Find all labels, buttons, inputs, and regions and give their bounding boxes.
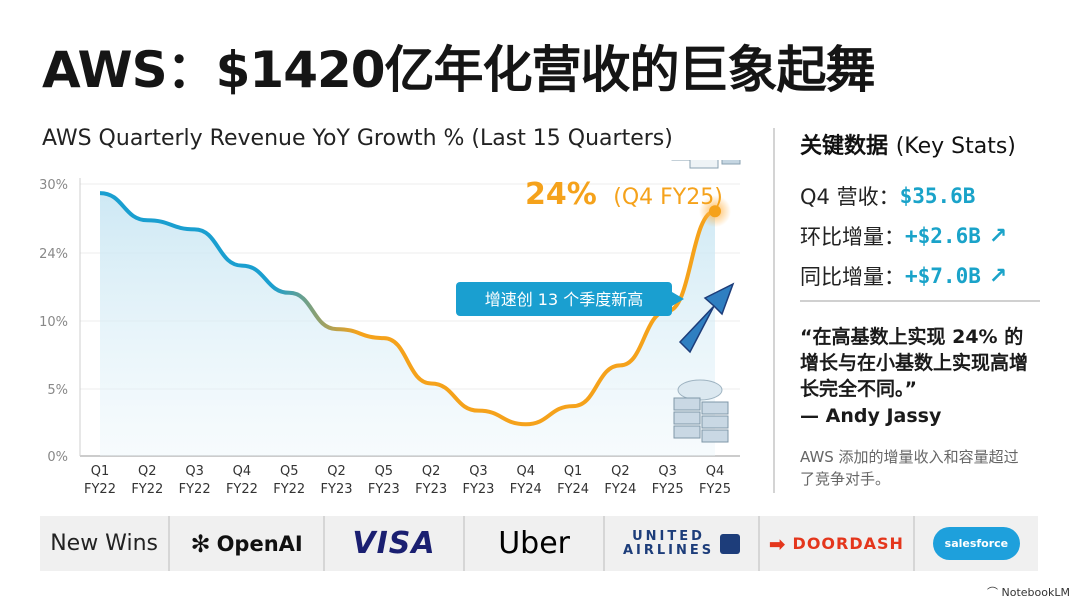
- openai-logo-text: OpenAI: [216, 531, 303, 556]
- visa-logo: VISA: [325, 516, 466, 571]
- x-tick-label: Q2 FY23: [415, 464, 447, 497]
- united-line2: AIRLINES: [622, 542, 715, 558]
- globe-icon: [720, 533, 741, 554]
- vertical-divider: [773, 128, 775, 493]
- x-tick-label: Q1 FY22: [84, 464, 116, 497]
- data-point: [666, 309, 670, 313]
- x-tick-label: Q4 FY24: [510, 464, 542, 497]
- page-title: AWS：$1420亿年化营收的巨象起舞: [42, 41, 876, 99]
- openai-knot-icon: ✻: [190, 529, 211, 558]
- area-fill: [100, 193, 715, 457]
- x-tick-label: Q5 FY22: [273, 464, 305, 497]
- x-tick-label: Q4 FY25: [699, 464, 731, 497]
- server-stack-icon: [673, 379, 729, 443]
- data-point: [571, 404, 575, 408]
- stat-label: 同比增量：: [800, 265, 905, 289]
- key-stats-heading-en: (Key Stats): [895, 134, 1016, 159]
- growth-arrow-icon: [678, 282, 735, 354]
- salesforce-logo: salesforce: [915, 516, 1038, 571]
- united-airlines-logo: UNITED AIRLINES: [605, 516, 760, 571]
- data-point: [335, 327, 339, 331]
- doordash-logo-text: DOORDASH: [792, 534, 904, 553]
- doordash-dash-icon: ➡: [768, 531, 787, 556]
- y-tick-label: 5%: [47, 383, 68, 398]
- data-point: [287, 291, 291, 295]
- new-wins-label: New Wins: [40, 516, 171, 571]
- x-tick-label: Q5 FY23: [368, 464, 400, 497]
- quote-author: — Andy Jassy: [800, 405, 942, 427]
- notebooklm-icon: ⌒: [987, 586, 999, 599]
- stat-value: +$2.6B: [905, 224, 981, 248]
- up-arrow-icon: ↗: [988, 223, 1008, 249]
- stat-value: $35.6B: [899, 184, 976, 208]
- key-stats-heading: 关键数据 (Key Stats): [800, 128, 1050, 160]
- data-point: [240, 264, 244, 268]
- key-stats-heading-cn: 关键数据: [800, 134, 889, 159]
- x-tick-label: Q2 FY24: [604, 464, 636, 497]
- data-point: [618, 363, 622, 367]
- x-tick-label: Q3 FY23: [462, 464, 494, 497]
- highlight-point: [709, 205, 721, 218]
- data-point: [429, 381, 433, 385]
- svg-text:24% (Q4 FY25): 24% (Q4 FY25): [525, 177, 723, 212]
- footer-brand-text: NotebookLM: [1001, 586, 1070, 599]
- x-tick-label: Q2 FY23: [321, 464, 353, 497]
- uber-logo: Uber: [465, 516, 606, 571]
- data-point: [145, 218, 149, 222]
- y-tick-label: 10%: [39, 315, 68, 330]
- highlight-period: (Q4 FY25): [613, 185, 723, 210]
- y-tick-label: 30%: [39, 178, 68, 193]
- key-stats-panel: 关键数据 (Key Stats) Q4 营收： $35.6B 环比增量： +$2…: [800, 128, 1050, 296]
- stats-note: AWS 添加的增量收入和容量超过了竞争对手。: [800, 448, 1019, 488]
- stats-divider: [800, 300, 1040, 302]
- quote-text: “在高基数上实现 24% 的增长与在小基数上实现高增长完全不同。”: [800, 326, 1029, 400]
- y-tick-label: 0%: [47, 450, 68, 465]
- doordash-logo: ➡ DOORDASH: [760, 516, 915, 571]
- callout-box: 增速创 13 个季度新高: [456, 282, 684, 316]
- stat-row-yoy: 同比增量： +$7.0B ↗: [800, 256, 1050, 296]
- stat-label: 环比增量：: [800, 225, 905, 249]
- stat-row-q4-revenue: Q4 营收： $35.6B: [800, 176, 1050, 216]
- stat-value: +$7.0B: [905, 264, 981, 288]
- callout-text: 增速创 13 个季度新高: [485, 290, 644, 309]
- x-tick-label: Q1 FY24: [557, 464, 589, 497]
- x-tick-label: Q3 FY22: [179, 464, 211, 497]
- y-tick-label: 24%: [39, 247, 68, 262]
- series-line: [99, 191, 716, 427]
- data-point: [382, 336, 386, 340]
- data-point: [524, 422, 528, 426]
- openai-logo: ✻ OpenAI: [170, 516, 326, 571]
- data-point: [476, 409, 480, 413]
- highlight-value: 24%: [525, 177, 597, 212]
- chart-title: AWS Quarterly Revenue YoY Growth % (Last…: [42, 126, 673, 151]
- footer-brand: ⌒ NotebookLM: [987, 584, 1070, 600]
- new-wins-bar: New Wins ✻ OpenAI VISA Uber UNITED AIRLI…: [40, 516, 1038, 571]
- up-arrow-icon: ↗: [988, 263, 1008, 289]
- stat-row-qoq: 环比增量： +$2.6B ↗: [800, 216, 1050, 256]
- united-line1: UNITED: [632, 528, 705, 544]
- data-point: [193, 227, 197, 231]
- x-tick-label: Q3 FY25: [652, 464, 684, 497]
- cloud-building-icon: [671, 160, 741, 169]
- salesforce-cloud-icon: salesforce: [932, 527, 1021, 560]
- growth-chart: 30% 24% 10% 5% 0% Q1 FY22 Q2 FY22 Q3 FY22 Q4 FY22 Q5…: [39, 160, 741, 497]
- x-tick-label: Q2 FY22: [131, 464, 163, 497]
- stat-label: Q4 营收：: [800, 185, 900, 209]
- data-point: [713, 209, 717, 213]
- data-point: [98, 191, 102, 195]
- x-tick-label: Q4 FY22: [226, 464, 258, 497]
